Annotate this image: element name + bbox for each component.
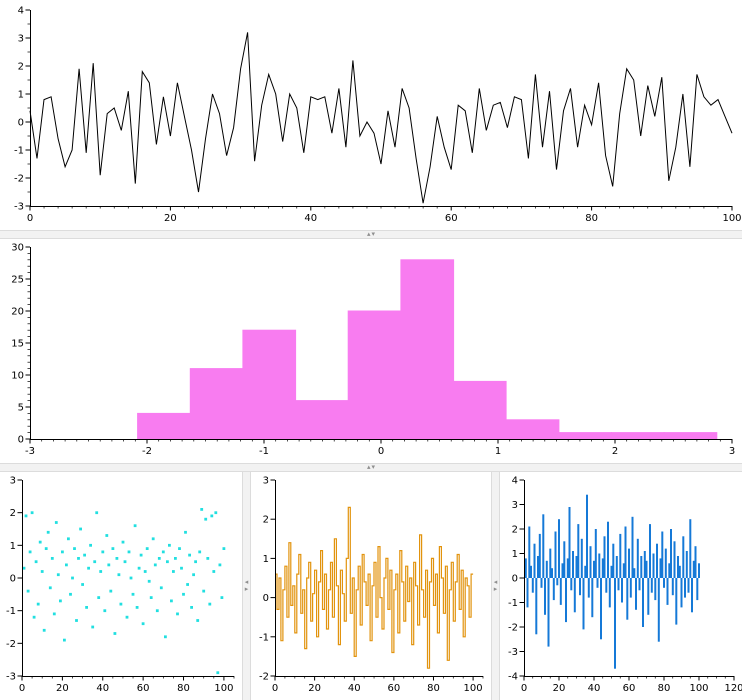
svg-text:-1: -1	[259, 446, 269, 457]
svg-text:1: 1	[512, 549, 518, 560]
svg-text:20: 20	[56, 683, 69, 694]
collapse-right-icon[interactable]: ▸	[493, 585, 498, 593]
svg-text:-2: -2	[14, 174, 24, 185]
splitter-horizontal-2[interactable]: ▴ ▾	[0, 463, 742, 472]
collapse-up-icon[interactable]: ▴	[366, 463, 371, 471]
svg-text:-3: -3	[6, 672, 16, 683]
svg-text:1: 1	[495, 446, 501, 457]
svg-text:-4: -4	[508, 672, 518, 683]
svg-text:-1: -1	[6, 606, 16, 617]
collapse-up-icon[interactable]: ▴	[366, 230, 371, 238]
svg-text:-3: -3	[14, 202, 24, 213]
svg-text:2: 2	[18, 62, 24, 73]
svg-text:-2: -2	[508, 623, 518, 634]
svg-text:2: 2	[263, 515, 269, 526]
svg-text:1: 1	[263, 554, 269, 565]
svg-text:5: 5	[18, 403, 24, 414]
svg-text:-2: -2	[142, 446, 152, 457]
svg-text:20: 20	[308, 683, 321, 694]
splitter-handle[interactable]: ▴ ▾	[367, 464, 375, 471]
collapse-down-icon[interactable]: ▾	[371, 230, 376, 238]
svg-text:3: 3	[263, 476, 269, 487]
splitter-handle[interactable]: ◂ ▸	[494, 579, 498, 593]
svg-text:60: 60	[387, 683, 400, 694]
panel-scatter: 0 20 40 60 80 100 -3 -2 -1 0 1 2 3	[0, 472, 242, 700]
panel-stem: 0 20 40 60 80 100 120 -4 -3 -2 -1 0 1 2 3 4	[500, 472, 742, 700]
svg-text:25: 25	[11, 275, 24, 286]
svg-text:20: 20	[164, 213, 177, 224]
svg-text:-1: -1	[14, 146, 24, 157]
collapse-down-icon[interactable]: ▾	[371, 463, 376, 471]
svg-text:4: 4	[18, 6, 24, 17]
svg-text:10: 10	[11, 371, 24, 382]
scatter-chart: 0 20 40 60 80 100 -3 -2 -1 0 1 2 3	[6, 476, 235, 694]
collapse-left-icon[interactable]: ◂	[493, 578, 498, 586]
panel-stairs: 0 20 40 60 80 100 -2 -1 0 1 2 3	[251, 472, 491, 700]
svg-text:40: 40	[96, 683, 109, 694]
svg-text:120: 120	[724, 683, 742, 694]
svg-text:80: 80	[585, 213, 598, 224]
stairs-chart: 0 20 40 60 80 100 -2 -1 0 1 2 3	[259, 476, 484, 694]
svg-text:0: 0	[10, 574, 16, 585]
svg-text:100: 100	[722, 213, 741, 224]
svg-text:100: 100	[214, 683, 233, 694]
collapse-right-icon[interactable]: ▸	[244, 585, 249, 593]
svg-text:-1: -1	[508, 598, 518, 609]
splitter-horizontal-1[interactable]: ▴ ▾	[0, 230, 742, 239]
svg-text:60: 60	[137, 683, 150, 694]
svg-text:3: 3	[729, 446, 735, 457]
svg-text:100: 100	[464, 683, 483, 694]
svg-text:0: 0	[521, 683, 527, 694]
svg-text:-2: -2	[6, 639, 16, 650]
panel-noise-line: 0 20 40 60 80 100 -3 -2 -1 0 1 2 3 4	[0, 0, 742, 230]
svg-text:15: 15	[11, 339, 24, 350]
svg-text:30: 30	[11, 243, 24, 254]
svg-text:0: 0	[18, 118, 24, 129]
svg-text:-1: -1	[259, 632, 269, 643]
svg-text:3: 3	[18, 34, 24, 45]
splitter-vertical-1[interactable]: ◂ ▸	[242, 472, 251, 700]
svg-text:80: 80	[658, 683, 671, 694]
svg-text:1: 1	[10, 541, 16, 552]
svg-text:40: 40	[588, 683, 601, 694]
splitter-handle[interactable]: ▴ ▾	[367, 231, 375, 238]
collapse-left-icon[interactable]: ◂	[244, 578, 249, 586]
svg-text:100: 100	[689, 683, 708, 694]
svg-text:3: 3	[10, 476, 16, 487]
svg-text:2: 2	[612, 446, 618, 457]
noise-line-chart: 0 20 40 60 80 100 -3 -2 -1 0 1 2 3 4	[14, 6, 742, 225]
panel-histogram: -3 -2 -1 0 1 2 3 0 5 10 15 20 25 30	[0, 239, 742, 463]
svg-text:0: 0	[263, 593, 269, 604]
svg-text:-3: -3	[508, 647, 518, 658]
svg-text:2: 2	[512, 525, 518, 536]
svg-text:40: 40	[348, 683, 361, 694]
svg-text:60: 60	[445, 213, 458, 224]
svg-text:20: 20	[11, 307, 24, 318]
svg-text:0: 0	[19, 683, 25, 694]
svg-text:0: 0	[512, 574, 518, 585]
svg-text:1: 1	[18, 90, 24, 101]
splitter-handle[interactable]: ◂ ▸	[245, 579, 249, 593]
svg-text:0: 0	[272, 683, 278, 694]
stem-chart: 0 20 40 60 80 100 120 -4 -3 -2 -1 0 1 2 3 4	[508, 476, 742, 695]
splitter-vertical-2[interactable]: ◂ ▸	[491, 472, 500, 700]
svg-text:80: 80	[177, 683, 190, 694]
svg-text:0: 0	[27, 213, 33, 224]
svg-text:0: 0	[378, 446, 384, 457]
svg-text:80: 80	[427, 683, 440, 694]
svg-text:60: 60	[623, 683, 636, 694]
svg-text:2: 2	[10, 508, 16, 519]
svg-text:-2: -2	[259, 672, 269, 683]
svg-text:20: 20	[553, 683, 566, 694]
svg-text:0: 0	[18, 435, 24, 446]
svg-text:3: 3	[512, 500, 518, 511]
svg-text:40: 40	[304, 213, 317, 224]
svg-text:4: 4	[512, 476, 518, 487]
svg-text:-3: -3	[25, 446, 35, 457]
